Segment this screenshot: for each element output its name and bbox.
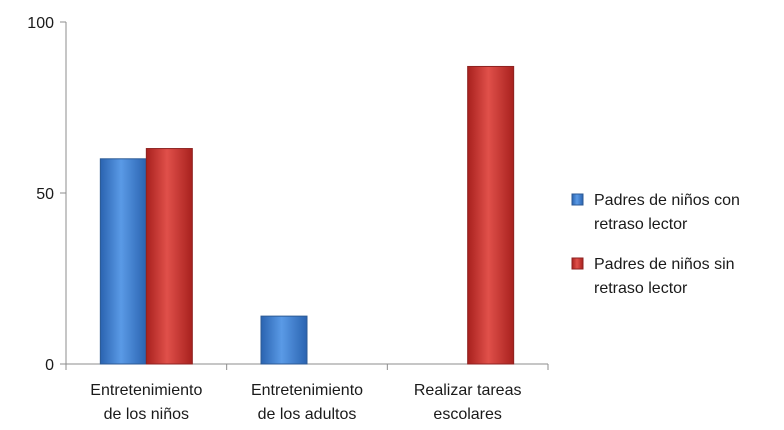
legend-label: retraso lector: [594, 216, 688, 233]
bar-series-2: [467, 65, 515, 365]
bar-series-1: [260, 315, 308, 365]
x-category-label: escolares: [433, 406, 501, 423]
legend-label: Padres de niños sin: [594, 256, 735, 273]
bars-layer: [99, 65, 515, 365]
x-category-label: Entretenimiento: [251, 382, 363, 399]
legend-swatch-series-2: [571, 257, 584, 270]
labels-layer: 0 50 100 Entretenimiento de los niños Entrete…: [27, 15, 521, 423]
legend-swatch-series-1: [571, 193, 584, 206]
y-tick-label: 100: [27, 15, 54, 32]
x-category-label: de los adultos: [258, 406, 357, 423]
x-category-label: Realizar tareas: [414, 382, 522, 399]
y-tick-label: 50: [36, 186, 54, 203]
bar-series-1: [99, 158, 147, 365]
x-category-label: Entretenimiento: [90, 382, 202, 399]
x-category-label: de los niños: [104, 406, 189, 423]
legend: Padres de niños con retraso lector Padres …: [571, 192, 740, 297]
y-tick-label: 0: [45, 357, 54, 374]
legend-label: Padres de niños con: [594, 192, 740, 209]
bar-series-2: [145, 148, 193, 365]
legend-label: retraso lector: [594, 280, 688, 297]
